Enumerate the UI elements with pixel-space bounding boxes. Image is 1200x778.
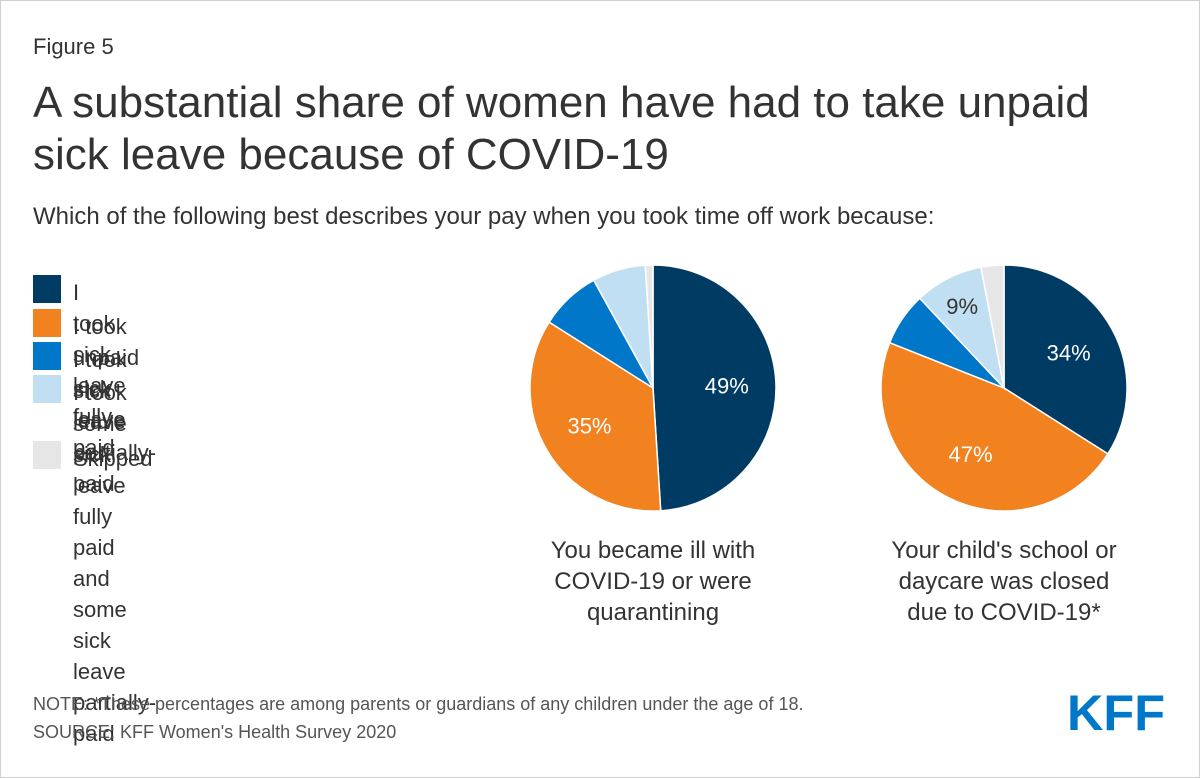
data-label: 47%	[948, 442, 992, 467]
pie-chart-ill: 49% 35%	[529, 264, 777, 512]
slice-skipped	[644, 264, 654, 389]
notes: NOTE: *These percentages are among paren…	[33, 690, 803, 746]
legend-swatch	[33, 275, 61, 303]
kff-logo: KFF	[1067, 690, 1165, 734]
data-label: 9%	[946, 294, 978, 319]
pie-caption-ill: You became ill with COVID-19 or were qua…	[550, 537, 756, 626]
slice-skipped	[980, 264, 1005, 389]
legend-label: I took sick leave fully paid	[73, 280, 126, 460]
data-label: 35%	[567, 414, 611, 439]
legend-label: I took unpaid sick leave	[73, 314, 140, 432]
slice-unpaid	[880, 341, 1109, 512]
figure-label: Figure 5	[33, 34, 114, 59]
pie-chart-school-closed: 34% 47% 9%	[880, 264, 1128, 512]
logo-text: KFF	[1067, 690, 1165, 734]
legend-label: I took sick leave partially-paid	[73, 347, 157, 496]
slice-unpaid	[529, 321, 662, 512]
legend-label: Skipped	[73, 446, 153, 471]
legend-swatch	[33, 342, 61, 370]
chart-subtitle: Which of the following best describes yo…	[33, 203, 935, 230]
source-text: SOURCE: KFF Women's Health Survey 2020	[33, 722, 397, 742]
pie-caption-school-closed: Your child's school or daycare was close…	[891, 537, 1117, 626]
data-label: 34%	[1047, 340, 1091, 365]
legend-swatch	[33, 309, 61, 337]
note-text: NOTE: *These percentages are among paren…	[33, 694, 804, 714]
legend-swatch	[33, 441, 61, 469]
legend-label: I took some sick leave fully paid and so…	[73, 380, 157, 746]
data-label: 49%	[705, 374, 749, 399]
chart-title: A substantial share of women have had to…	[33, 78, 1090, 179]
slice-fully-paid	[652, 264, 777, 512]
legend-swatch	[33, 375, 61, 403]
